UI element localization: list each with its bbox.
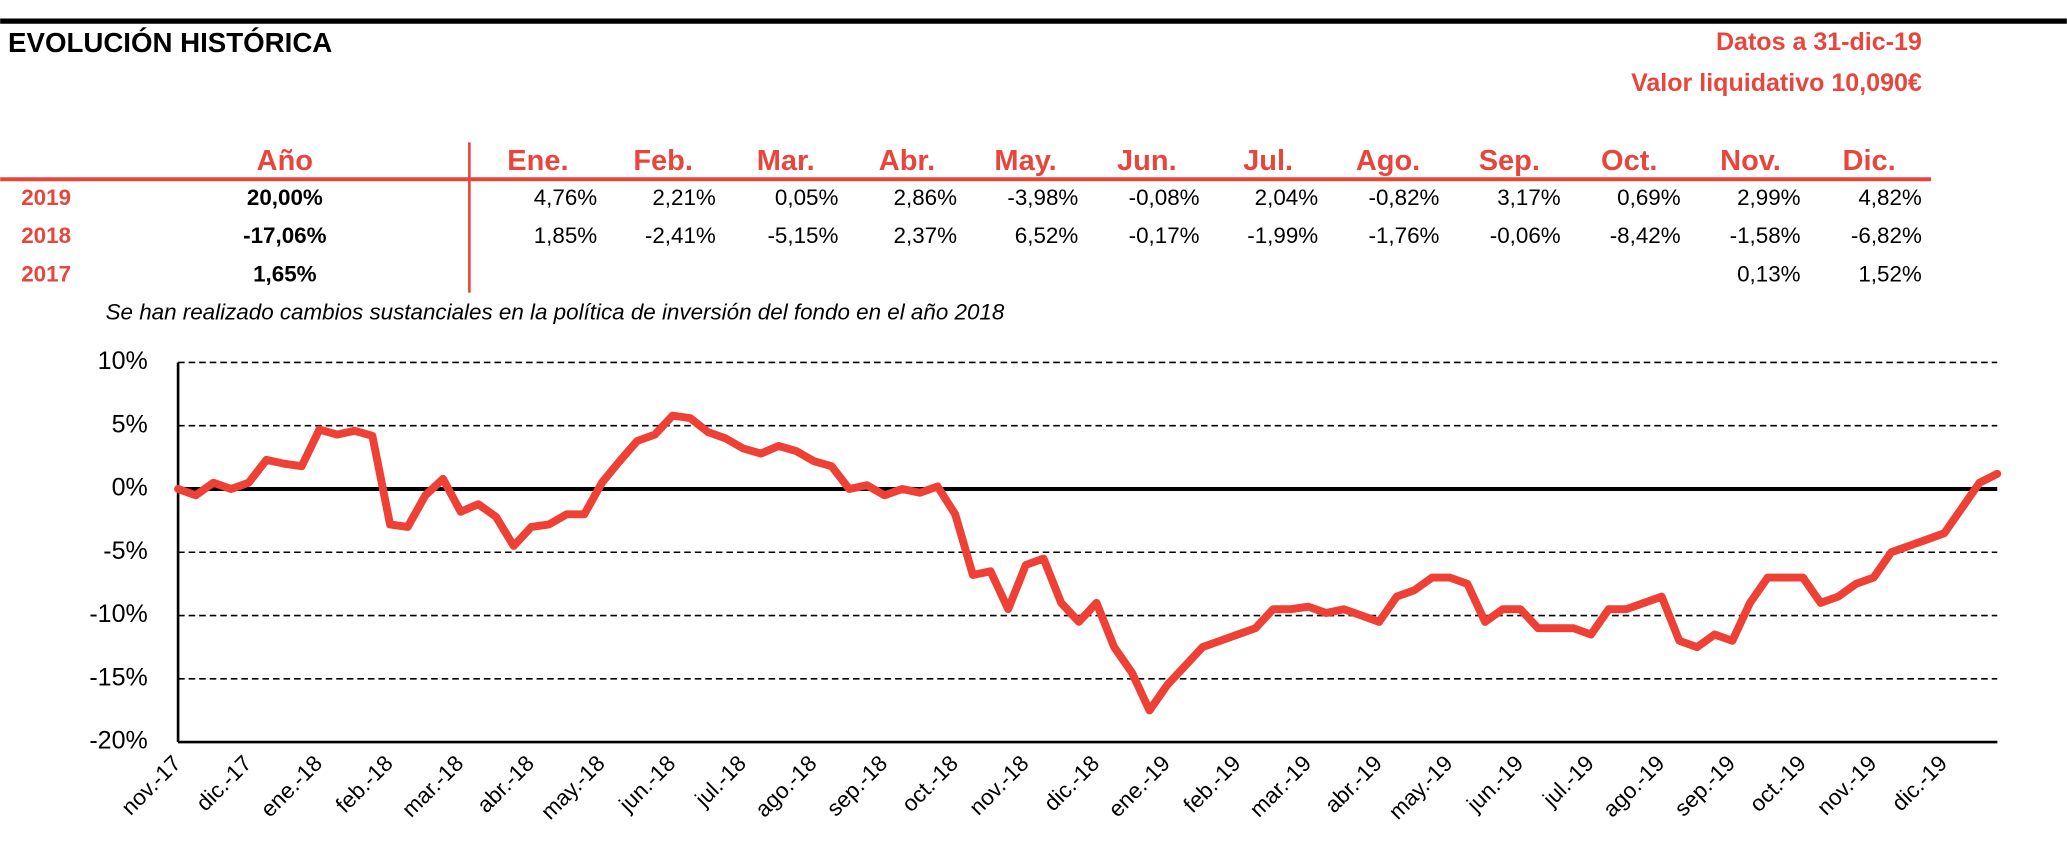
x-tick-label: jul.-19 (1537, 751, 1599, 813)
y-tick-label: -5% (103, 537, 148, 565)
month-return: 4,76% (534, 185, 598, 210)
row-annual: 1,65% (253, 261, 317, 286)
month-return: 2,99% (1737, 185, 1801, 210)
row-annual: -17,06% (243, 223, 326, 248)
x-tick-label: dic.-19 (1887, 751, 1952, 816)
x-tick-label: oct.-19 (1745, 751, 1811, 817)
month-return: 2,37% (894, 223, 958, 248)
column-header: Sep. (1479, 145, 1540, 177)
month-return: 4,82% (1858, 185, 1922, 210)
month-return: 2,86% (894, 185, 958, 210)
column-header: Oct. (1601, 145, 1657, 177)
x-tick-label: ene.-18 (256, 751, 327, 822)
y-tick-label: 5% (112, 410, 148, 438)
month-return: -6,82% (1851, 223, 1922, 248)
month-return: -3,98% (1007, 185, 1078, 210)
column-header: Abr. (879, 145, 935, 177)
note: Se han realizado cambios sustanciales en… (106, 300, 1005, 325)
month-return: -0,08% (1129, 185, 1200, 210)
x-tick-label: may.-18 (536, 751, 610, 825)
x-tick-label: jun.-18 (614, 751, 681, 818)
y-tick-label: -20% (89, 727, 147, 755)
y-tick-label: -10% (89, 600, 147, 628)
row-annual: 20,00% (247, 185, 323, 210)
month-return: -2,41% (645, 223, 716, 248)
x-tick-label: sep.-18 (822, 751, 892, 821)
x-tick-label: nov.-19 (1812, 751, 1881, 820)
x-tick-label: jul.-18 (689, 751, 751, 813)
x-tick-label: ene.-19 (1103, 751, 1174, 822)
month-return: 1,85% (534, 223, 598, 248)
month-return: 2,04% (1255, 185, 1319, 210)
month-return: 1,52% (1858, 261, 1922, 286)
month-return: -0,82% (1369, 185, 1440, 210)
x-tick-label: dic.-18 (1039, 751, 1104, 816)
column-header: Ago. (1356, 145, 1420, 177)
column-header: Feb. (633, 145, 693, 177)
month-return: -1,58% (1730, 223, 1801, 248)
column-header: Mar. (757, 145, 815, 177)
x-tick-label: dic.-17 (191, 751, 256, 816)
row-year: 2019 (21, 185, 71, 210)
month-return: 3,17% (1497, 185, 1561, 210)
x-tick-label: mar.-19 (1245, 751, 1316, 822)
column-header: Nov. (1720, 145, 1781, 177)
month-return: 0,13% (1737, 261, 1801, 286)
date: Datos a 31-dic-19 (1716, 28, 1922, 56)
x-tick-label: ago.-19 (1598, 751, 1669, 822)
column-header: Dic. (1843, 145, 1896, 177)
column-header: May. (994, 145, 1056, 177)
x-tick-label: oct.-18 (897, 751, 963, 817)
x-tick-label: abr.-18 (472, 751, 539, 818)
data-line (174, 411, 2002, 715)
column-header: Jul. (1243, 145, 1293, 177)
y-tick-label: 10% (98, 347, 148, 375)
x-tick-label: sep.-19 (1670, 751, 1740, 821)
y-tick-label: -15% (89, 663, 147, 691)
month-return: -1,76% (1369, 223, 1440, 248)
month-return: 0,05% (775, 185, 839, 210)
month-return: 2,21% (652, 185, 716, 210)
month-return: -0,06% (1490, 223, 1561, 248)
nav: Valor liquidativo 10,090€ (1631, 69, 1922, 97)
row-year: 2018 (21, 223, 71, 248)
column-header: Ene. (507, 145, 568, 177)
column-header: Año (257, 145, 313, 177)
month-return: -8,42% (1610, 223, 1681, 248)
x-tick-label: feb.-18 (331, 751, 398, 818)
month-return: -0,17% (1129, 223, 1200, 248)
month-return: 0,69% (1617, 185, 1681, 210)
column-header: Jun. (1117, 145, 1177, 177)
month-return: 6,52% (1015, 223, 1079, 248)
x-tick-label: ago.-18 (750, 751, 821, 822)
x-tick-label: feb.-19 (1179, 751, 1246, 818)
y-tick-label: 0% (112, 474, 148, 502)
x-tick-label: jun.-19 (1461, 751, 1528, 818)
x-tick-label: mar.-18 (397, 751, 468, 822)
x-tick-label: may.-19 (1384, 751, 1458, 825)
row-year: 2017 (21, 261, 71, 286)
x-tick-label: abr.-19 (1320, 751, 1387, 818)
title: EVOLUCIÓN HISTÓRICA (8, 27, 332, 58)
month-return: -5,15% (767, 223, 838, 248)
month-return: -1,99% (1247, 223, 1318, 248)
x-tick-label: nov.-17 (116, 751, 185, 820)
x-tick-label: nov.-18 (964, 751, 1033, 820)
